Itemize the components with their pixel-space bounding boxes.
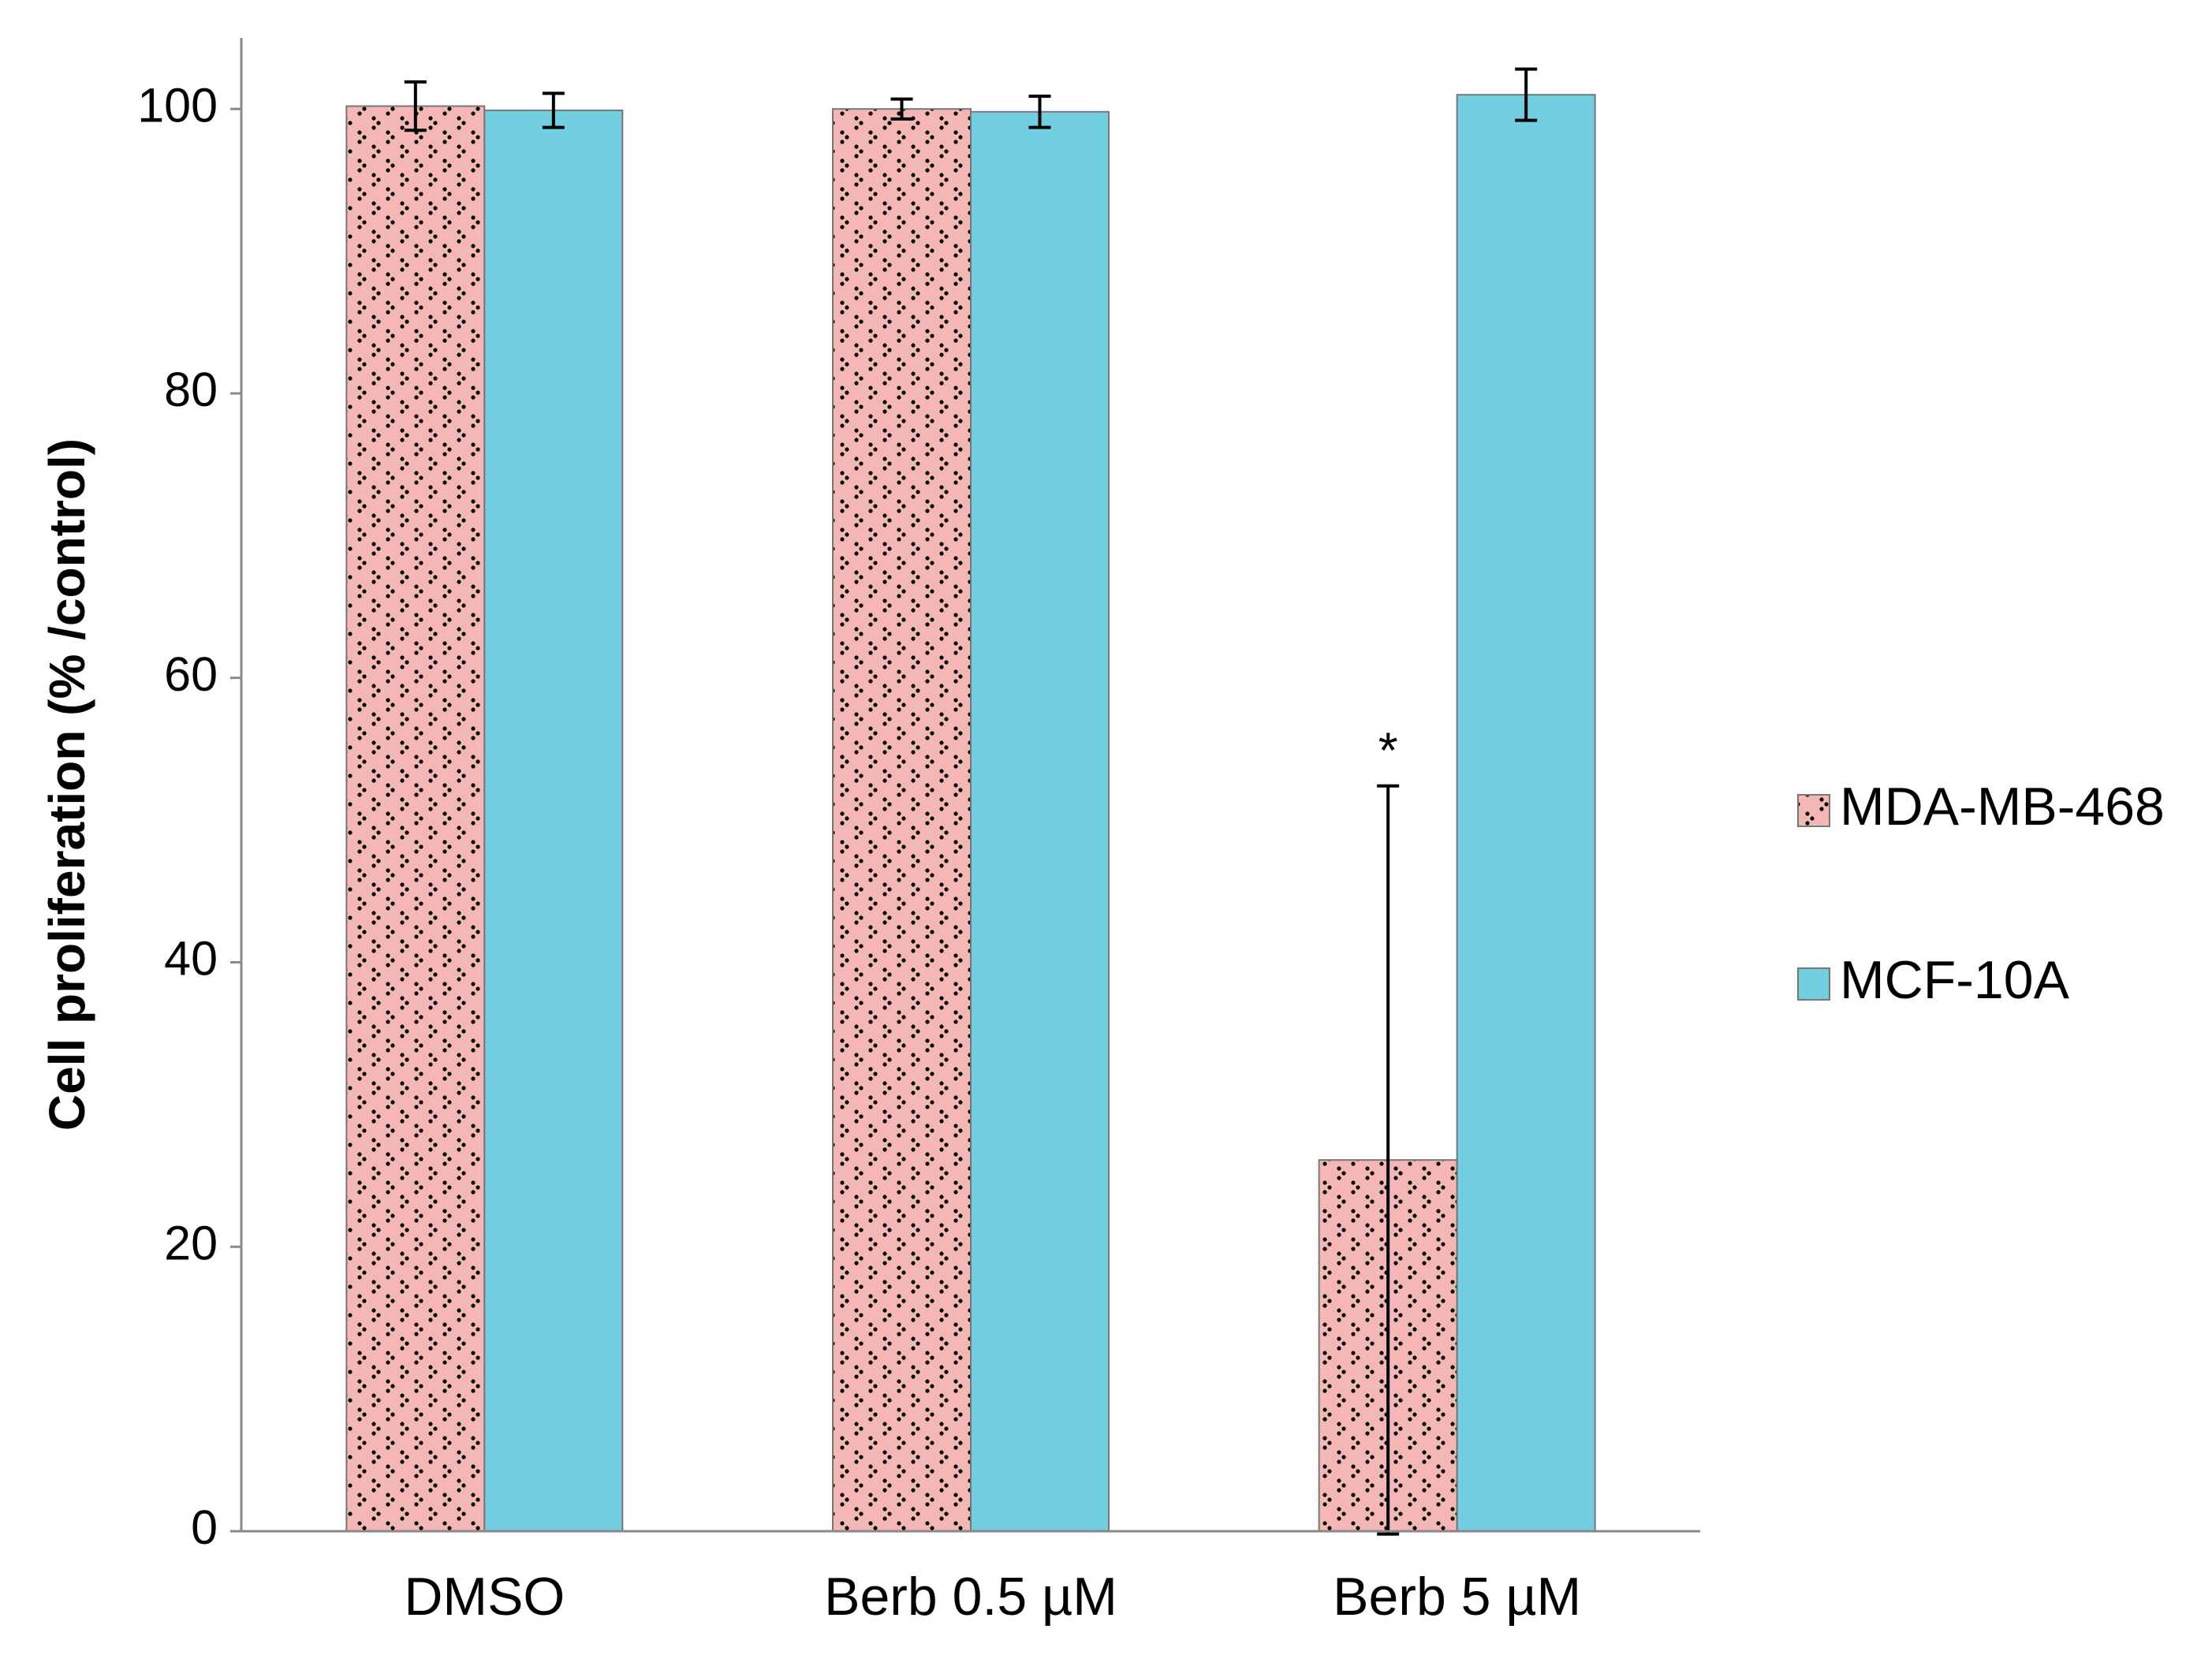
x-tick-label: Berb 0.5 µM — [824, 1567, 1117, 1627]
error-bar — [1028, 94, 1051, 129]
bar — [1456, 94, 1596, 1533]
error-bar — [890, 97, 913, 121]
legend-label: MCF-10A — [1840, 950, 2070, 1010]
x-tick-label: DMSO — [404, 1567, 565, 1627]
bar — [483, 109, 624, 1533]
y-tick-label: 40 — [164, 932, 218, 986]
legend-swatch — [1797, 967, 1830, 1001]
y-axis-label: Cell proliferation (% /control) — [39, 438, 95, 1131]
y-tick-label: 100 — [137, 78, 218, 132]
y-tick-label: 80 — [164, 363, 218, 416]
error-bar — [1515, 67, 1538, 122]
x-tick-label: Berb 5 µM — [1333, 1567, 1581, 1627]
legend-swatch — [1797, 794, 1830, 827]
legend-label: MDA-MB-468 — [1840, 777, 2165, 837]
error-bar — [542, 91, 565, 129]
y-tick-label: 20 — [164, 1216, 218, 1269]
bar — [970, 110, 1110, 1532]
error-bar — [1377, 784, 1400, 1536]
annotation: * — [1378, 722, 1398, 779]
bar — [832, 108, 972, 1533]
y-tick-label: 0 — [191, 1500, 218, 1554]
bar — [345, 105, 486, 1532]
error-bar — [404, 80, 427, 132]
y-tick-label: 60 — [164, 647, 218, 701]
